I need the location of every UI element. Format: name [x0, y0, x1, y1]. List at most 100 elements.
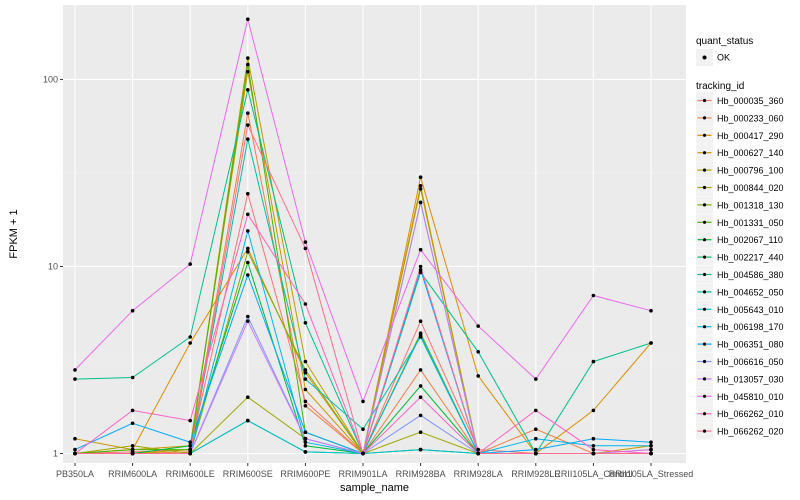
- data-point: [649, 341, 653, 345]
- legend-series-label: Hb_006616_050: [717, 357, 784, 367]
- data-point: [246, 56, 250, 60]
- data-point: [73, 368, 77, 372]
- data-point: [130, 444, 135, 448]
- legend-color-marker: [702, 307, 707, 311]
- data-point: [418, 319, 423, 324]
- data-point: [418, 384, 423, 388]
- data-point: [188, 451, 192, 456]
- data-point: [130, 447, 135, 452]
- legend-color-marker: [702, 325, 707, 329]
- data-point: [188, 341, 192, 345]
- data-point: [246, 88, 250, 92]
- legend-series-label: Hb_000796_100: [717, 166, 784, 176]
- data-point: [476, 374, 481, 378]
- legend-series-label: Hb_066262_020: [717, 427, 784, 437]
- data-point: [361, 451, 365, 456]
- legend-color-marker: [702, 185, 707, 190]
- legend-color-marker: [702, 412, 707, 416]
- x-axis-title: sample_name: [340, 482, 409, 494]
- data-point: [188, 440, 192, 445]
- x-tick-label: RRIM600PE: [280, 469, 330, 479]
- x-tick-label: RRII105LA_Control: [554, 469, 632, 479]
- legend-shape-marker: [702, 55, 707, 60]
- legend-color-marker: [702, 290, 707, 294]
- data-point: [303, 399, 308, 404]
- legend-color-marker: [702, 377, 707, 381]
- data-point: [591, 436, 596, 441]
- legend-series-label: Hb_013057_030: [717, 374, 784, 384]
- data-point: [246, 229, 250, 233]
- grid: [63, 5, 686, 463]
- color-legend-items: Hb_000035_360 Hb_000233_060 Hb_000417_290 H…: [696, 92, 784, 440]
- data-point: [649, 440, 653, 445]
- data-point: [246, 319, 250, 324]
- data-point: [534, 377, 538, 381]
- data-point: [246, 62, 250, 67]
- data-point: [591, 408, 596, 413]
- data-point: [246, 273, 250, 277]
- legend-series-label: Hb_005643_010: [717, 305, 784, 315]
- data-point: [534, 436, 538, 441]
- data-point: [303, 444, 308, 448]
- data-point: [73, 436, 77, 441]
- data-point: [73, 451, 77, 456]
- legend-series-label: Hb_066262_010: [717, 409, 784, 419]
- data-point: [418, 268, 423, 272]
- data-point: [130, 451, 135, 456]
- panel-background: [63, 5, 686, 463]
- data-point: [418, 187, 423, 191]
- data-point: [476, 447, 481, 452]
- data-point: [73, 447, 77, 452]
- data-point: [303, 302, 308, 306]
- data-point: [246, 191, 250, 196]
- legend-color-marker: [702, 133, 707, 137]
- data-point: [476, 350, 481, 354]
- data-point: [246, 260, 250, 265]
- data-point: [303, 440, 308, 445]
- data-point: [418, 333, 423, 337]
- data-point: [649, 308, 653, 313]
- data-point: [418, 270, 423, 275]
- data-point: [246, 17, 250, 22]
- data-point: [303, 377, 308, 381]
- data-point: [418, 447, 423, 452]
- y-tick-label: 100: [43, 74, 58, 84]
- data-point: [188, 335, 192, 339]
- x-tick-label: RRIM928LA: [454, 469, 503, 479]
- data-point: [303, 359, 308, 364]
- legend-series-label: Hb_002217_440: [717, 253, 784, 263]
- legend-color-marker: [702, 116, 707, 120]
- data-point: [130, 308, 135, 313]
- legend-color-marker: [702, 359, 707, 364]
- data-point: [418, 247, 423, 252]
- data-point: [303, 246, 308, 251]
- x-tick-label: RRIM928BA: [396, 469, 446, 479]
- legend-color-marker: [702, 255, 707, 259]
- legend-color-marker: [702, 238, 707, 242]
- x-tick-label: RRIM600SE: [223, 469, 273, 479]
- legend-shape-label: OK: [717, 53, 730, 63]
- data-point: [591, 451, 596, 456]
- data-point: [246, 111, 250, 115]
- data-point: [418, 395, 423, 400]
- data-point: [246, 418, 250, 423]
- legend-color-marker: [702, 168, 707, 172]
- data-point: [246, 137, 250, 141]
- legend-series-label: Hb_006198_170: [717, 322, 784, 332]
- legend-series-label: Hb_000233_060: [717, 113, 784, 123]
- data-point: [418, 200, 423, 205]
- legend-series-label: Hb_001331_050: [717, 218, 784, 228]
- data-point: [246, 395, 250, 400]
- data-point: [418, 264, 423, 269]
- legend-color-title: tracking_id: [696, 81, 744, 92]
- data-point: [591, 293, 596, 298]
- y-tick-label: 1: [53, 449, 58, 459]
- legend-series-label: Hb_006351_080: [717, 340, 784, 350]
- data-point: [303, 321, 308, 325]
- data-point: [246, 246, 250, 251]
- data-point: [303, 371, 308, 375]
- x-tick-label: RRIM600LE: [166, 469, 215, 479]
- shape-legend-items: OK: [696, 49, 730, 66]
- data-point: [418, 413, 423, 418]
- data-point: [418, 368, 423, 372]
